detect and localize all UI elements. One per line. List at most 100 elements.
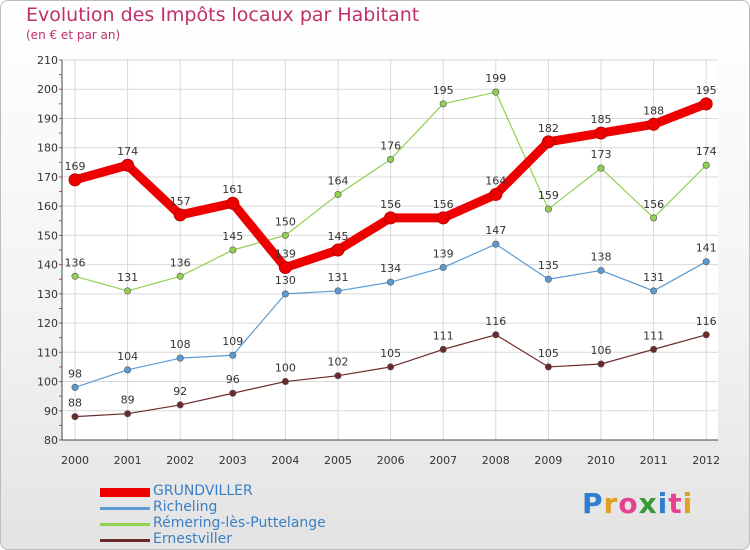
x-tick-label: 2010 <box>587 454 615 467</box>
data-point <box>331 243 345 257</box>
data-label: 116 <box>485 315 506 328</box>
x-tick-label: 2008 <box>482 454 510 467</box>
legend-swatch <box>100 507 150 510</box>
data-label: 92 <box>173 385 187 398</box>
data-point <box>387 278 395 286</box>
legend-label: Richeling <box>153 499 218 515</box>
data-point <box>173 208 187 222</box>
data-point <box>176 401 184 409</box>
data-point <box>124 410 132 418</box>
y-tick-label: 140 <box>37 259 58 272</box>
data-label: 134 <box>380 262 401 275</box>
y-tick-label: 90 <box>44 405 58 418</box>
data-label: 131 <box>643 271 664 284</box>
data-label: 106 <box>591 344 612 357</box>
data-point <box>278 261 292 275</box>
logo-letter: o <box>618 487 639 520</box>
data-label: 100 <box>275 362 296 375</box>
data-point <box>387 363 395 371</box>
data-label: 147 <box>485 224 506 237</box>
data-label: 104 <box>117 350 138 363</box>
data-point <box>489 187 503 201</box>
data-label: 169 <box>65 160 86 173</box>
data-label: 136 <box>65 256 86 269</box>
data-point <box>702 161 710 169</box>
plot-area <box>62 60 718 440</box>
data-label: 174 <box>696 145 717 158</box>
data-point <box>702 331 710 339</box>
data-point <box>492 88 500 96</box>
legend-label: GRUNDVILLER <box>153 483 253 499</box>
data-label: 131 <box>328 271 349 284</box>
data-label: 136 <box>170 256 191 269</box>
data-label: 157 <box>170 195 191 208</box>
data-point <box>71 413 79 421</box>
data-label: 131 <box>117 271 138 284</box>
x-tick-label: 2000 <box>61 454 89 467</box>
data-label: 98 <box>68 367 82 380</box>
y-tick-label: 170 <box>37 171 58 184</box>
data-label: 139 <box>433 248 454 261</box>
x-tick-label: 2002 <box>166 454 194 467</box>
x-tick-label: 2007 <box>429 454 457 467</box>
data-label: 141 <box>696 242 717 255</box>
data-label: 116 <box>696 315 717 328</box>
proxiti-logo: Proxiti <box>582 487 693 520</box>
data-point <box>124 287 132 295</box>
data-label: 138 <box>591 250 612 263</box>
data-label: 105 <box>538 347 559 360</box>
data-label: 156 <box>380 198 401 211</box>
data-point <box>68 173 82 187</box>
data-label: 156 <box>643 198 664 211</box>
data-point <box>544 275 552 283</box>
data-label: 145 <box>328 230 349 243</box>
y-tick-label: 160 <box>37 200 58 213</box>
y-tick-label: 80 <box>44 434 58 447</box>
data-point <box>387 155 395 163</box>
data-label: 111 <box>433 329 454 342</box>
data-label: 199 <box>485 72 506 85</box>
legend-swatch <box>100 523 150 526</box>
data-point <box>439 100 447 108</box>
data-label: 111 <box>643 329 664 342</box>
x-tick-label: 2011 <box>640 454 668 467</box>
data-point <box>647 117 661 131</box>
data-point <box>597 164 605 172</box>
legend-swatch <box>100 488 150 497</box>
data-label: 150 <box>275 215 296 228</box>
data-label: 139 <box>275 248 296 261</box>
data-label: 195 <box>433 84 454 97</box>
data-label: 176 <box>380 139 401 152</box>
data-point <box>650 345 658 353</box>
y-tick-label: 100 <box>37 376 58 389</box>
data-point <box>650 214 658 222</box>
data-point <box>176 354 184 362</box>
legend-label: Ernestviller <box>153 531 232 547</box>
data-point <box>650 287 658 295</box>
data-label: 102 <box>328 356 349 369</box>
data-label: 130 <box>275 274 296 287</box>
data-point <box>492 240 500 248</box>
x-tick-label: 2001 <box>114 454 142 467</box>
x-tick-label: 2006 <box>377 454 405 467</box>
x-tick-label: 2004 <box>271 454 299 467</box>
data-label: 188 <box>643 104 664 117</box>
data-label: 164 <box>485 174 506 187</box>
data-label: 156 <box>433 198 454 211</box>
y-tick-label: 200 <box>37 83 58 96</box>
data-point <box>334 190 342 198</box>
data-point <box>124 366 132 374</box>
logo-letter: r <box>603 487 619 520</box>
logo-letter: i <box>682 487 694 520</box>
data-point <box>226 196 240 210</box>
data-label: 88 <box>68 397 82 410</box>
data-point <box>439 264 447 272</box>
data-point <box>229 389 237 397</box>
x-tick-label: 2012 <box>692 454 720 467</box>
data-point <box>334 287 342 295</box>
data-label: 173 <box>591 148 612 161</box>
data-point <box>229 246 237 254</box>
data-label: 174 <box>117 145 138 158</box>
data-label: 145 <box>222 230 243 243</box>
